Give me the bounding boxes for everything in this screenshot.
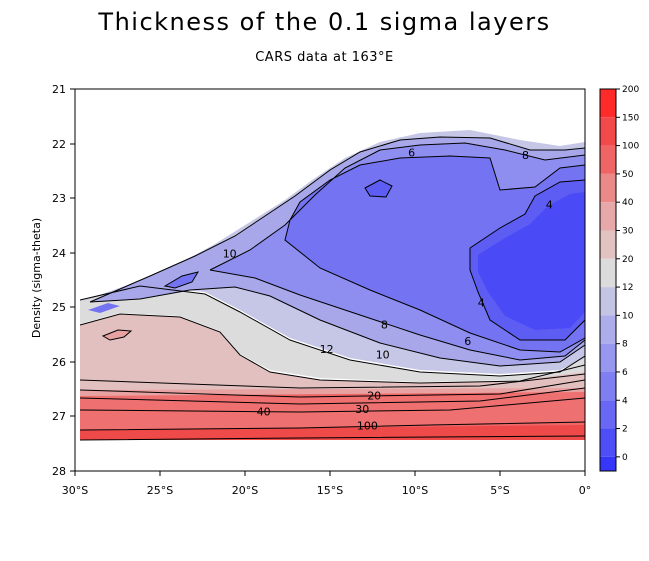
contour-line — [364, 179, 393, 198]
y-tick-label: 22 — [52, 138, 66, 151]
x-tick-label: 25°S — [147, 484, 173, 497]
x-tick-label: 10°S — [402, 484, 428, 497]
colorbar-label: 10 — [622, 311, 634, 321]
y-tick-label: 26 — [52, 356, 66, 369]
x-tick-label: 20°S — [232, 484, 258, 497]
contour-line — [89, 136, 585, 303]
contour-line — [79, 397, 585, 413]
fill-0-2 — [478, 192, 585, 330]
y-tick-label: 27 — [52, 410, 66, 423]
y-tick-label: 21 — [52, 83, 66, 96]
contour-label: 8 — [522, 149, 529, 162]
colorbar-label: 4 — [622, 396, 628, 406]
colorbar-cell — [600, 258, 616, 288]
fill-2-4-island — [365, 180, 392, 197]
colorbar-label: 100 — [622, 142, 639, 152]
contour-line — [79, 373, 585, 389]
fill-20-30 — [80, 314, 585, 390]
contour-line — [284, 219, 585, 353]
colorbar-cell — [600, 89, 616, 118]
colorbar-cell — [600, 145, 616, 174]
contour-label: 40 — [257, 406, 271, 419]
colorbar-label: 30 — [622, 226, 634, 236]
contour-label: 4 — [478, 297, 485, 310]
contour-line — [79, 387, 585, 405]
colorbar-cell — [600, 343, 616, 372]
contour-line — [79, 421, 585, 431]
fill-30-40 — [80, 374, 585, 396]
x-tick-label: 15°S — [317, 484, 343, 497]
contour-label: 6 — [464, 335, 471, 348]
colorbar-cell — [600, 315, 616, 344]
contour-label: 6 — [408, 146, 415, 159]
y-tick-label: 25 — [52, 301, 66, 314]
chart-subtitle: CARS data at 163°E — [255, 50, 394, 65]
fill-blue-streak — [88, 303, 120, 313]
contour-line — [79, 435, 585, 441]
colorbar-label: 50 — [622, 170, 634, 180]
colorbar-cells — [600, 89, 616, 471]
colorbar-label: 12 — [622, 283, 633, 293]
x-tick-label: 5°S — [490, 484, 509, 497]
colorbar-cell — [600, 428, 616, 457]
fill-blue-island-left — [165, 272, 198, 288]
colorbar-label: 0 — [622, 453, 628, 463]
fill-12-20 — [80, 286, 585, 382]
contour-line — [89, 286, 585, 367]
colorbar-cell — [600, 371, 616, 401]
contour-line — [79, 285, 585, 377]
colorbar-cell — [600, 117, 616, 146]
y-tick-label: 23 — [52, 192, 66, 205]
contour-line — [101, 329, 133, 341]
contour-line — [79, 313, 585, 384]
contour-label: 10 — [223, 247, 237, 260]
colorbar-label: 6 — [622, 368, 628, 378]
colorbar-label: 2 — [622, 425, 628, 435]
contour-label: 12 — [320, 343, 334, 356]
colorbar-cell — [600, 230, 616, 259]
colorbar-cell — [600, 173, 616, 203]
contour-line — [469, 248, 585, 341]
contour-label: 30 — [355, 403, 369, 416]
contour-line — [289, 155, 585, 221]
y-tick-label: 24 — [52, 247, 66, 260]
colorbar-label: 150 — [622, 113, 639, 123]
colorbar-cell — [600, 400, 616, 429]
contour-label: 100 — [357, 419, 378, 432]
contour-line — [209, 269, 585, 361]
contour-label: 10 — [376, 348, 390, 361]
contour-line — [163, 271, 200, 289]
colorbar-cell — [600, 202, 616, 231]
fill-pink-blob — [103, 330, 131, 340]
colorbar-label: 40 — [622, 198, 634, 208]
colorbar-cell — [600, 287, 616, 316]
contour-label: 4 — [546, 198, 553, 211]
colorbar-label: 200 — [622, 85, 639, 95]
y-axis-label: Density (sigma-theta) — [30, 218, 43, 338]
colorbar-label: 8 — [622, 340, 628, 350]
contour-lines — [79, 136, 585, 441]
contour-label: 8 — [381, 318, 388, 331]
colorbar-frame — [599, 88, 617, 472]
contour-fills — [80, 130, 585, 440]
y-tick-label: 28 — [52, 465, 66, 478]
colorbar-cell — [600, 456, 616, 471]
x-axis: 30°S 25°S 20°S 15°S 10°S 5°S 0° — [62, 471, 591, 497]
chart-title: Thickness of the 0.1 sigma layers — [98, 8, 551, 36]
contour-line — [209, 142, 585, 271]
colorbar-label: 20 — [622, 255, 634, 265]
x-tick-label: 0° — [579, 484, 592, 497]
y-axis: 21 22 23 24 25 26 27 28 Density (sigma-t… — [30, 83, 75, 478]
fill-50-100 — [80, 388, 585, 430]
contour-label: 20 — [367, 389, 381, 402]
contour-line — [469, 179, 585, 249]
contour-line — [79, 379, 585, 398]
x-tick-label: 30°S — [62, 484, 88, 497]
